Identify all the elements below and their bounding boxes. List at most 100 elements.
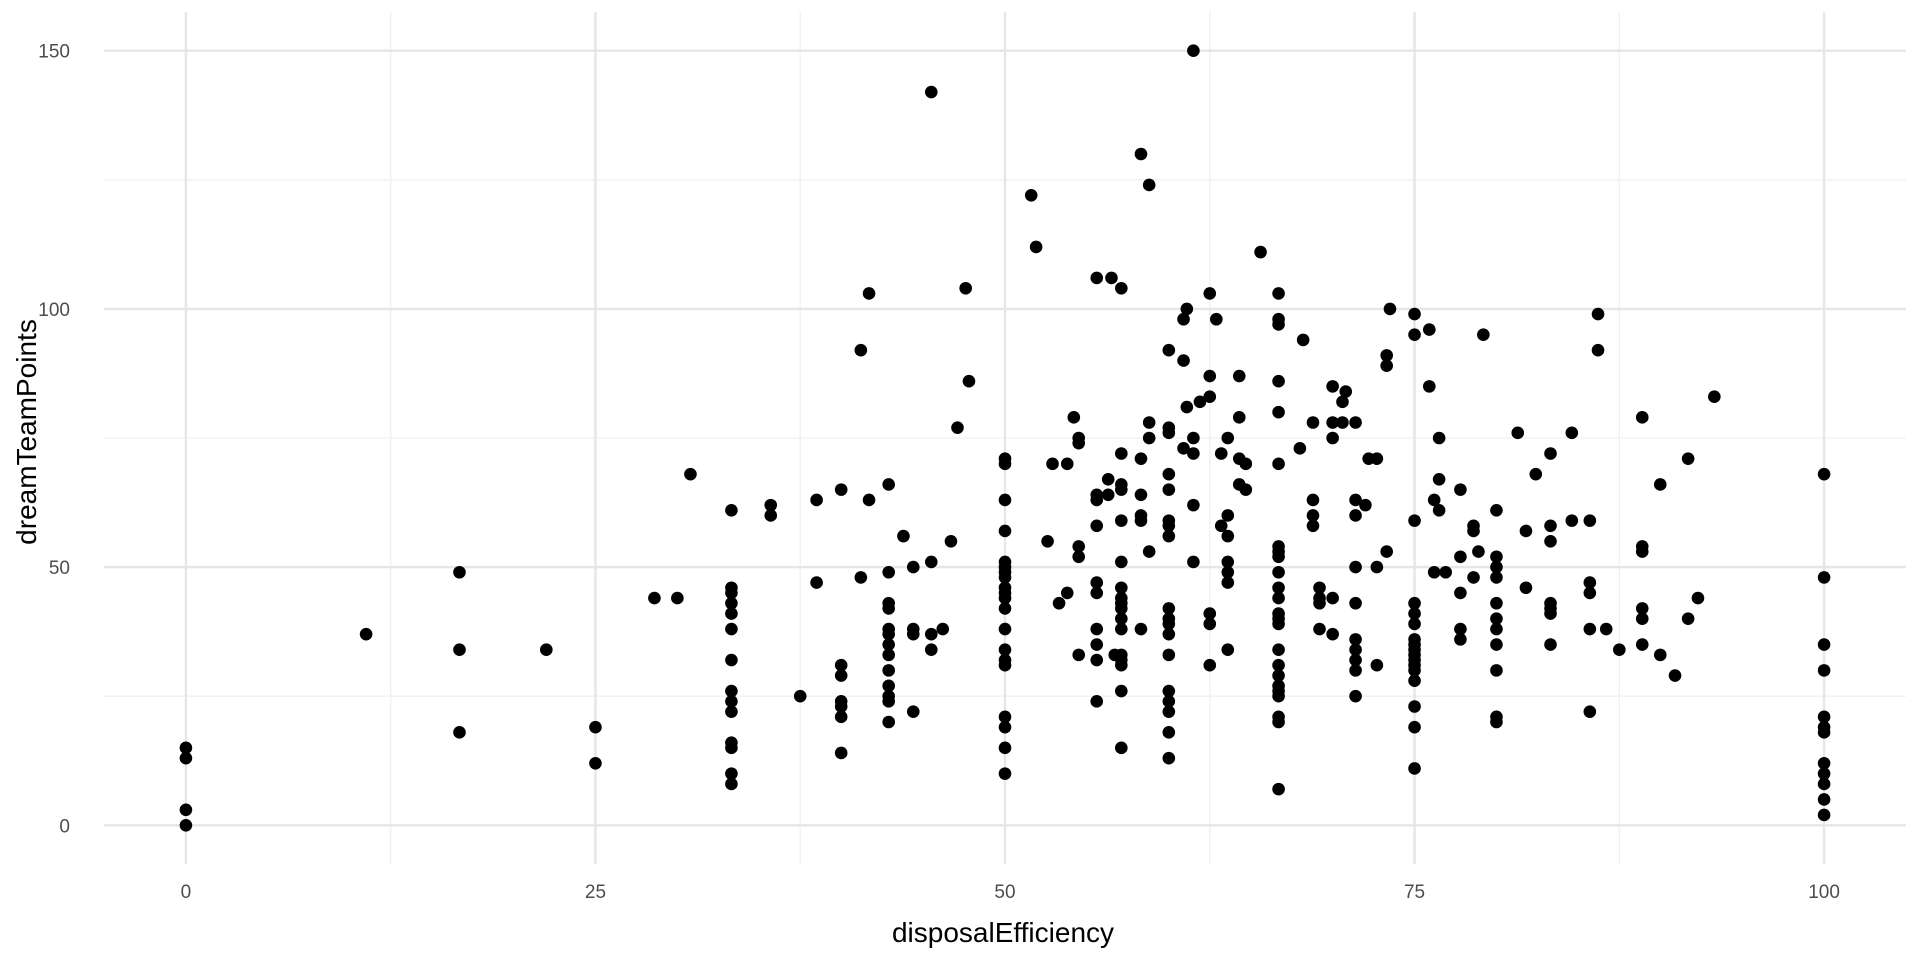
- scatter-point: [1306, 509, 1320, 522]
- scatter-point: [1635, 540, 1649, 553]
- scatter-point: [1380, 359, 1393, 373]
- scatter-point: [1635, 638, 1649, 651]
- scatter-point: [1090, 638, 1104, 651]
- scatter-point: [1349, 509, 1362, 522]
- scatter-point: [1272, 565, 1285, 579]
- scatter-point: [179, 751, 193, 765]
- scatter-point: [1090, 576, 1104, 589]
- scatter-point: [1326, 431, 1339, 445]
- scatter-point: [1134, 452, 1148, 465]
- scatter-point: [453, 726, 466, 739]
- scatter-point: [1162, 421, 1176, 434]
- scatter-point: [1162, 467, 1176, 481]
- scatter-point: [1408, 607, 1421, 620]
- scatter-point: [998, 710, 1012, 724]
- scatter-point: [1090, 488, 1104, 502]
- x-tick-label: 25: [585, 882, 606, 903]
- scatter-point: [1635, 612, 1649, 626]
- scatter-point: [1162, 695, 1176, 708]
- scatter-point: [1817, 638, 1831, 651]
- scatter-point: [1349, 689, 1362, 703]
- y-axis-ticks: 0 50 100 150: [38, 42, 70, 838]
- scatter-point: [1583, 514, 1597, 527]
- scatter-point: [1090, 586, 1104, 600]
- scatter-point: [1529, 467, 1543, 481]
- scatter-point: [359, 627, 373, 641]
- scatter-point: [951, 421, 964, 434]
- scatter-point: [1272, 312, 1285, 326]
- scatter-point: [1090, 271, 1104, 285]
- scatter-point: [1613, 643, 1626, 657]
- scatter-point: [1817, 777, 1831, 791]
- scatter-point: [1339, 385, 1353, 398]
- scatter-point: [1349, 664, 1362, 677]
- scatter-point: [1454, 586, 1467, 600]
- scatter-point: [998, 653, 1012, 667]
- scatter-point: [1115, 581, 1128, 595]
- scatter-point: [1221, 529, 1235, 543]
- scatter-point: [1349, 643, 1362, 657]
- scatter-point: [1221, 509, 1235, 522]
- scatter-point: [1072, 540, 1086, 553]
- scatter-point: [1454, 483, 1467, 496]
- scatter-point: [1336, 416, 1349, 429]
- scatter-point: [1115, 612, 1128, 626]
- scatter-point: [1214, 519, 1228, 533]
- scatter-point: [1162, 483, 1176, 496]
- scatter-point: [1072, 550, 1086, 564]
- scatter-point: [1254, 245, 1267, 259]
- scatter-point: [1490, 503, 1503, 517]
- scatter-point: [1162, 529, 1176, 543]
- scatter-point: [1134, 509, 1148, 522]
- scatter-point: [725, 736, 738, 749]
- scatter-point: [1090, 622, 1104, 636]
- scatter-point: [1408, 633, 1421, 646]
- scatter-point: [1472, 545, 1485, 558]
- scatter-point: [1115, 447, 1128, 460]
- scatter-point: [1203, 607, 1217, 620]
- scatter-point: [1817, 664, 1831, 677]
- scatter-point: [1490, 571, 1503, 584]
- scatter-point: [1544, 596, 1557, 610]
- scatter-point: [1490, 612, 1503, 626]
- scatter-point: [1408, 762, 1421, 775]
- scatter-point: [1090, 653, 1104, 667]
- scatter-point: [1477, 328, 1490, 342]
- y-tick-label: 0: [59, 816, 70, 837]
- scatter-point: [1052, 596, 1066, 610]
- scatter-point: [998, 493, 1012, 507]
- scatter-point: [1142, 545, 1156, 558]
- x-tick-label: 50: [994, 882, 1015, 903]
- scatter-point: [834, 710, 848, 724]
- scatter-point: [1326, 380, 1339, 393]
- scatter-point: [1221, 431, 1235, 445]
- scatter-point: [1072, 431, 1086, 445]
- scatter-point: [671, 591, 684, 605]
- scatter-point: [998, 555, 1012, 569]
- scatter-point: [1408, 700, 1421, 713]
- scatter-point: [1454, 622, 1467, 636]
- scatter-point: [764, 509, 778, 522]
- scatter-point: [1439, 565, 1452, 579]
- scatter-point: [1326, 591, 1339, 605]
- scatter-point: [1817, 767, 1831, 780]
- scatter-point: [1544, 638, 1557, 651]
- scatter-point: [882, 565, 895, 579]
- scatter-point: [1272, 591, 1285, 605]
- scatter-point: [764, 498, 778, 512]
- scatter-point: [1272, 457, 1285, 471]
- scatter-point: [1272, 658, 1285, 672]
- grid: [104, 12, 1906, 864]
- scatter-point: [1203, 658, 1217, 672]
- scatter-point: [1544, 447, 1557, 460]
- scatter-point: [1817, 793, 1831, 806]
- scatter-point: [1180, 302, 1194, 316]
- scatter-point: [882, 664, 895, 677]
- scatter-point: [1681, 612, 1695, 626]
- scatter-point: [1681, 452, 1695, 465]
- scatter-point: [924, 555, 938, 569]
- scatter-point: [1490, 622, 1503, 636]
- scatter-point: [1187, 447, 1200, 460]
- scatter-point: [1635, 411, 1649, 424]
